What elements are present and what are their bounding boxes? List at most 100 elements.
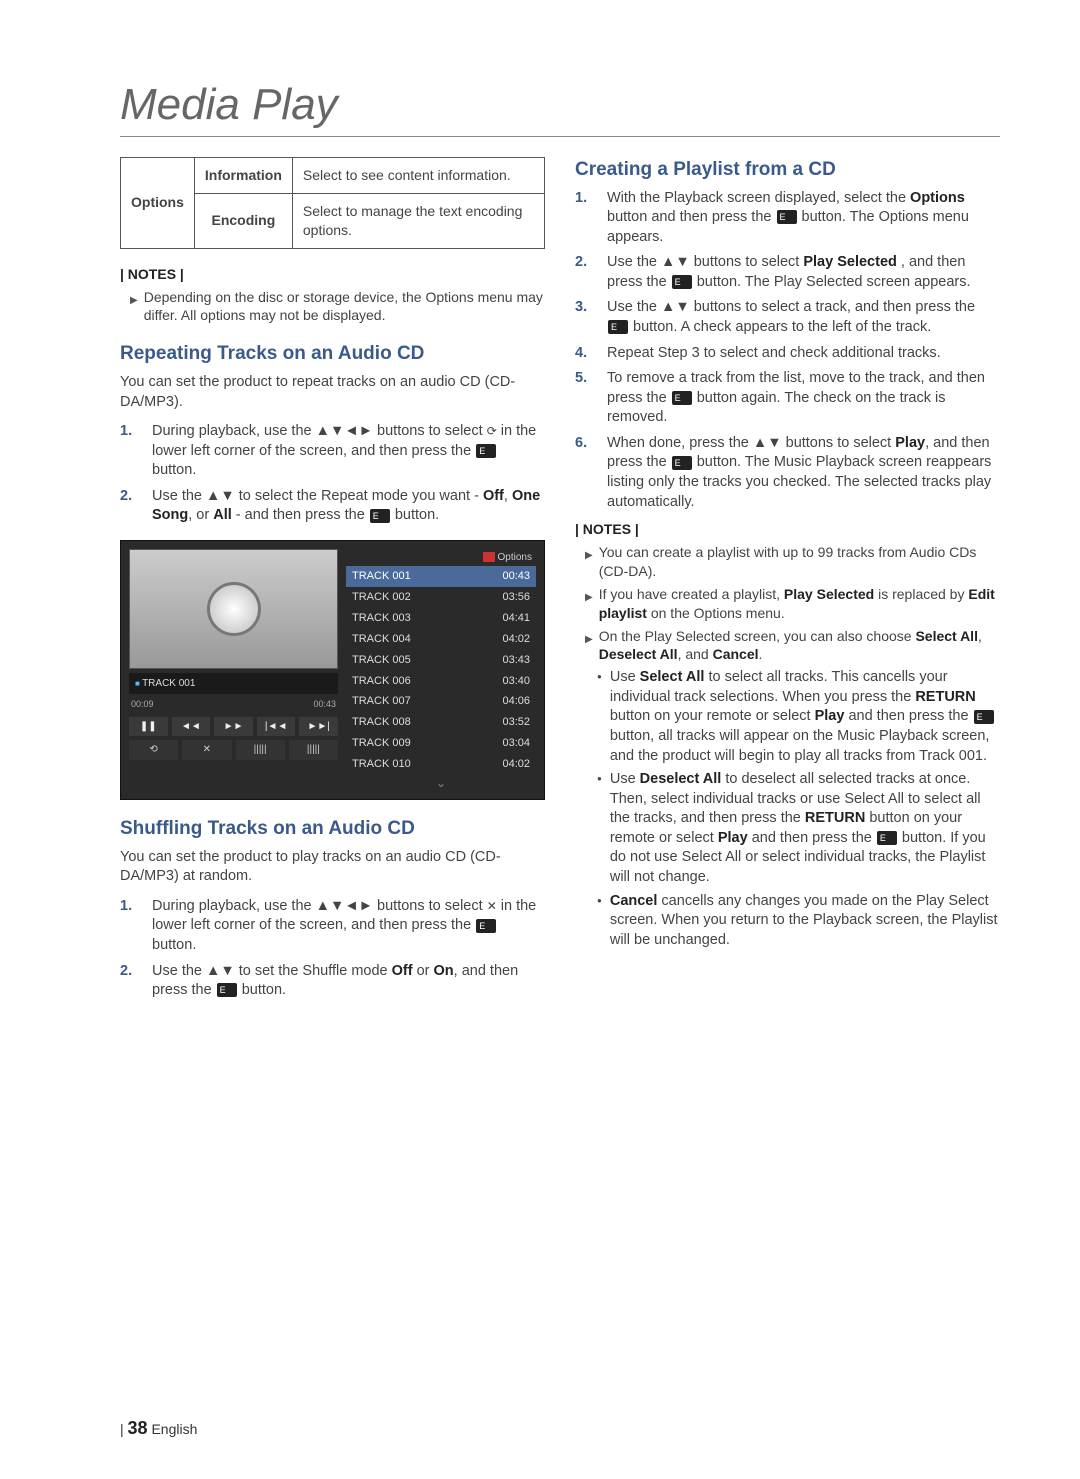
note-text: Depending on the disc or storage device,…: [144, 288, 545, 326]
note-item: If you have created a playlist, Play Sel…: [585, 585, 1000, 623]
text: .: [759, 646, 763, 662]
page-number: 38: [128, 1418, 148, 1438]
next-icon: ►►|: [299, 717, 338, 737]
arrow-icon: [585, 543, 593, 581]
text: With the Playback screen displayed, sele…: [607, 190, 910, 206]
repeat-mode-icon: ⟲: [129, 740, 178, 760]
text: When done, press the ▲▼ buttons to selec…: [607, 435, 895, 451]
tracklist: TRACK 00100:43 TRACK 00203:56 TRACK 0030…: [346, 566, 536, 774]
text: on the Options menu.: [647, 605, 785, 621]
track-name: TRACK 001: [142, 678, 195, 689]
options-row-desc: Select to manage the text encoding optio…: [292, 193, 544, 248]
track-row: TRACK 00100:43: [346, 566, 536, 587]
bold: On: [434, 963, 454, 979]
repeat-steps: 1. During playback, use the ▲▼◄► buttons…: [120, 422, 545, 526]
options-row-desc: Select to see content information.: [292, 158, 544, 194]
step-number: 1.: [575, 189, 593, 248]
text: Use the ▲▼ buttons to select: [607, 254, 803, 270]
playlist-heading: Creating a Playlist from a CD: [575, 157, 1000, 183]
step-text: When done, press the ▲▼ buttons to selec…: [607, 434, 1000, 512]
track-name: TRACK 002: [352, 590, 411, 605]
text: , or: [188, 507, 213, 523]
text: - and then press the: [232, 507, 369, 523]
track-time: 04:06: [502, 694, 530, 709]
enter-icon: [877, 831, 897, 845]
bullet-item: Use Deselect All to deselect all selecte…: [597, 770, 1000, 887]
bullet-item: Cancel cancells any changes you made on …: [597, 892, 1000, 951]
step-item: 2. Use the ▲▼ to set the Shuffle mode Of…: [120, 962, 545, 1001]
step-number: 2.: [575, 253, 593, 292]
track-time: 00:43: [502, 569, 530, 584]
bold: RETURN: [915, 689, 975, 705]
track-row: TRACK 01004:02: [346, 754, 536, 775]
step-text: Use the ▲▼ to set the Shuffle mode Off o…: [152, 962, 545, 1001]
text: button.: [391, 507, 439, 523]
enter-icon: [777, 210, 797, 224]
enter-icon: [974, 710, 994, 724]
note-item: Depending on the disc or storage device,…: [130, 288, 545, 326]
rewind-icon: ◄◄: [172, 717, 211, 737]
step-item: 3. Use the ▲▼ buttons to select a track,…: [575, 298, 1000, 337]
shuffle-intro: You can set the product to play tracks o…: [120, 848, 545, 887]
time-start: 00:09: [131, 698, 154, 710]
track-time: 04:02: [502, 632, 530, 647]
options-row-label: Information: [194, 158, 292, 194]
note-text: On the Play Selected screen, you can als…: [599, 627, 1000, 665]
enter-icon: [672, 391, 692, 405]
step-text: During playback, use the ▲▼◄► buttons to…: [152, 897, 545, 956]
step-number: 3.: [575, 298, 593, 337]
track-name: TRACK 009: [352, 736, 411, 751]
track-row: TRACK 00503:43: [346, 650, 536, 671]
options-row-label: Encoding: [194, 193, 292, 248]
text: Use the ▲▼ buttons to select a track, an…: [607, 299, 975, 315]
bullet-text: Use Deselect All to deselect all selecte…: [610, 770, 1000, 887]
step-text: Repeat Step 3 to select and check additi…: [607, 344, 941, 364]
bold: RETURN: [805, 810, 865, 826]
bold: Cancel: [610, 893, 658, 909]
text: cancells any changes you made on the Pla…: [610, 893, 998, 948]
step-item: 5. To remove a track from the list, move…: [575, 369, 1000, 428]
note-item: On the Play Selected screen, you can als…: [585, 627, 1000, 665]
text: During playback, use the ▲▼◄► buttons to…: [152, 423, 487, 439]
step-text: Use the ▲▼ buttons to select a track, an…: [607, 298, 1000, 337]
step-item: 1. With the Playback screen displayed, s…: [575, 189, 1000, 248]
enter-icon: [672, 456, 692, 470]
playlist-steps: 1. With the Playback screen displayed, s…: [575, 189, 1000, 512]
page-title: Media Play: [120, 80, 1000, 137]
bold: Play Selected: [803, 254, 901, 270]
track-name: TRACK 004: [352, 632, 411, 647]
progress-bar: 00:09 00:43: [129, 694, 338, 714]
bold: Options: [910, 190, 965, 206]
track-row: TRACK 00304:41: [346, 608, 536, 629]
text: is replaced by: [874, 586, 968, 602]
time-end: 00:43: [313, 698, 336, 710]
right-column: Creating a Playlist from a CD 1. With th…: [575, 157, 1000, 1007]
step-number: 5.: [575, 369, 593, 428]
text: If you have created a playlist,: [599, 586, 784, 602]
enter-icon: [672, 275, 692, 289]
footer-lang: English: [148, 1421, 198, 1437]
enter-icon: [608, 320, 628, 334]
fastfwd-icon: ►►: [214, 717, 253, 737]
arrow-icon: [585, 585, 593, 623]
track-row: TRACK 00803:52: [346, 712, 536, 733]
note-item: You can create a playlist with up to 99 …: [585, 543, 1000, 581]
step-number: 1.: [120, 897, 138, 956]
text: Use the ▲▼ to select the Repeat mode you…: [152, 488, 483, 504]
text: Options: [498, 552, 532, 563]
bold: Deselect All: [599, 646, 678, 662]
bold: Play: [895, 435, 925, 451]
player-mock: ■ TRACK 001 00:09 00:43 ❚❚ ◄◄ ►► |◄◄ ►►|: [120, 540, 545, 800]
repeat-heading: Repeating Tracks on an Audio CD: [120, 341, 545, 367]
prev-icon: |◄◄: [257, 717, 296, 737]
text: button, all tracks will appear on the Mu…: [610, 728, 990, 764]
page-footer: | 38 English: [120, 1418, 197, 1439]
enter-icon: [217, 983, 237, 997]
player-options-tag: Options: [346, 549, 536, 567]
bullet-list: Use Select All to select all tracks. Thi…: [597, 668, 1000, 950]
bold: Select All: [640, 669, 705, 685]
text: button.: [152, 462, 196, 478]
text: button. A check appears to the left of t…: [629, 319, 931, 335]
pause-icon: ❚❚: [129, 717, 168, 737]
bold: Select All: [915, 628, 978, 644]
